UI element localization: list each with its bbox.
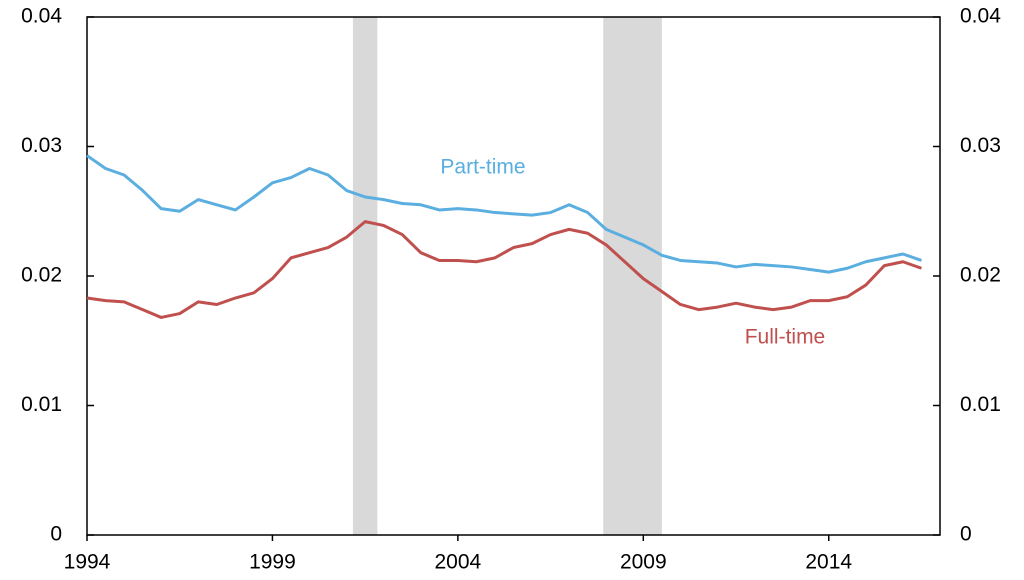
x-tick-label: 1994 <box>64 551 111 574</box>
series-line <box>86 220 922 319</box>
shaded-region <box>603 17 662 535</box>
y2-tick-label: 0.04 <box>960 5 1001 28</box>
y-tick-label: 0.03 <box>21 134 62 157</box>
y2-tick-label: 0.02 <box>960 264 1001 287</box>
plot-frame <box>86 16 941 536</box>
series-label: Part-time <box>440 156 525 179</box>
series-label: Full-time <box>745 326 826 349</box>
x-tick-label: 1999 <box>249 551 296 574</box>
y2-tick-label: 0 <box>960 523 972 546</box>
y-tick-label: 0.01 <box>21 393 62 416</box>
series-line <box>86 154 922 274</box>
y2-tick-label: 0.03 <box>960 134 1001 157</box>
x-tick-label: 2014 <box>805 551 852 574</box>
x-tick-label: 2009 <box>620 551 667 574</box>
x-tick-label: 2004 <box>435 551 482 574</box>
shaded-region <box>352 17 378 535</box>
y-tick-label: 0 <box>50 523 62 546</box>
y-tick-label: 0.02 <box>21 264 62 287</box>
y2-tick-label: 0.01 <box>960 393 1001 416</box>
y-tick-label: 0.04 <box>21 5 62 28</box>
